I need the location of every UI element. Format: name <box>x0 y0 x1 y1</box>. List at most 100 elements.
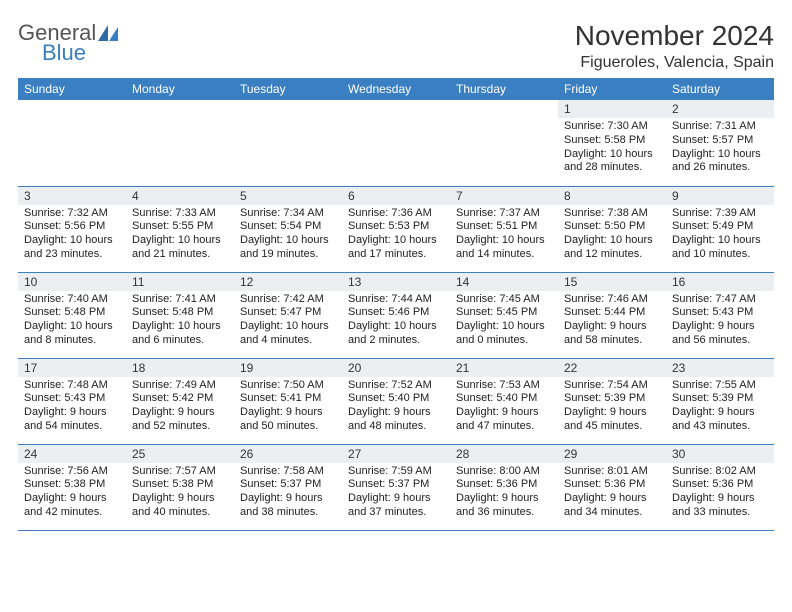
day-body: Sunrise: 7:36 AMSunset: 5:53 PMDaylight:… <box>342 205 450 266</box>
brand-word2: Blue <box>42 40 86 66</box>
day-cell: 28Sunrise: 8:00 AMSunset: 5:36 PMDayligh… <box>450 444 558 530</box>
sunrise-text: Sunrise: 7:50 AM <box>240 379 336 393</box>
day-number: 16 <box>666 273 774 291</box>
sunset-text: Sunset: 5:48 PM <box>132 306 228 320</box>
dayhdr-sun: Sunday <box>18 78 126 100</box>
sunrise-text: Sunrise: 7:54 AM <box>564 379 660 393</box>
day-number: 6 <box>342 187 450 205</box>
day-body: Sunrise: 7:40 AMSunset: 5:48 PMDaylight:… <box>18 291 126 352</box>
day-body: Sunrise: 7:42 AMSunset: 5:47 PMDaylight:… <box>234 291 342 352</box>
day-body: Sunrise: 7:52 AMSunset: 5:40 PMDaylight:… <box>342 377 450 438</box>
day-cell: 21Sunrise: 7:53 AMSunset: 5:40 PMDayligh… <box>450 358 558 444</box>
calendar-page: General Blue November 2024 Figueroles, V… <box>0 0 792 541</box>
dayhdr-tue: Tuesday <box>234 78 342 100</box>
sunrise-text: Sunrise: 7:47 AM <box>672 293 768 307</box>
dayhdr-wed: Wednesday <box>342 78 450 100</box>
sunrise-text: Sunrise: 7:37 AM <box>456 207 552 221</box>
daylight-text: Daylight: 9 hours and 58 minutes. <box>564 320 660 348</box>
day-body: Sunrise: 7:55 AMSunset: 5:39 PMDaylight:… <box>666 377 774 438</box>
day-number: 5 <box>234 187 342 205</box>
sunset-text: Sunset: 5:43 PM <box>672 306 768 320</box>
day-cell: 2Sunrise: 7:31 AMSunset: 5:57 PMDaylight… <box>666 100 774 186</box>
day-cell: 14Sunrise: 7:45 AMSunset: 5:45 PMDayligh… <box>450 272 558 358</box>
sunset-text: Sunset: 5:51 PM <box>456 220 552 234</box>
day-cell: 16Sunrise: 7:47 AMSunset: 5:43 PMDayligh… <box>666 272 774 358</box>
day-cell: 20Sunrise: 7:52 AMSunset: 5:40 PMDayligh… <box>342 358 450 444</box>
day-body: Sunrise: 7:49 AMSunset: 5:42 PMDaylight:… <box>126 377 234 438</box>
day-number: 29 <box>558 445 666 463</box>
day-body: Sunrise: 7:31 AMSunset: 5:57 PMDaylight:… <box>666 118 774 179</box>
sunrise-text: Sunrise: 8:01 AM <box>564 465 660 479</box>
day-number: 10 <box>18 273 126 291</box>
sunrise-text: Sunrise: 7:39 AM <box>672 207 768 221</box>
sunrise-text: Sunrise: 7:44 AM <box>348 293 444 307</box>
day-number: 27 <box>342 445 450 463</box>
dayhdr-thu: Thursday <box>450 78 558 100</box>
sunset-text: Sunset: 5:58 PM <box>564 134 660 148</box>
day-number: 20 <box>342 359 450 377</box>
day-header-row: Sunday Monday Tuesday Wednesday Thursday… <box>18 78 774 100</box>
day-body: Sunrise: 7:56 AMSunset: 5:38 PMDaylight:… <box>18 463 126 524</box>
day-number: 26 <box>234 445 342 463</box>
daylight-text: Daylight: 10 hours and 8 minutes. <box>24 320 120 348</box>
day-number: 21 <box>450 359 558 377</box>
daylight-text: Daylight: 9 hours and 45 minutes. <box>564 406 660 434</box>
day-number: 12 <box>234 273 342 291</box>
day-body: Sunrise: 7:41 AMSunset: 5:48 PMDaylight:… <box>126 291 234 352</box>
daylight-text: Daylight: 10 hours and 12 minutes. <box>564 234 660 262</box>
day-cell: 11Sunrise: 7:41 AMSunset: 5:48 PMDayligh… <box>126 272 234 358</box>
daylight-text: Daylight: 9 hours and 47 minutes. <box>456 406 552 434</box>
month-title: November 2024 <box>575 20 774 52</box>
day-cell: 17Sunrise: 7:48 AMSunset: 5:43 PMDayligh… <box>18 358 126 444</box>
day-cell: 5Sunrise: 7:34 AMSunset: 5:54 PMDaylight… <box>234 186 342 272</box>
day-body: Sunrise: 7:32 AMSunset: 5:56 PMDaylight:… <box>18 205 126 266</box>
day-number: 17 <box>18 359 126 377</box>
day-number: 23 <box>666 359 774 377</box>
sunrise-text: Sunrise: 7:32 AM <box>24 207 120 221</box>
day-cell: 4Sunrise: 7:33 AMSunset: 5:55 PMDaylight… <box>126 186 234 272</box>
daylight-text: Daylight: 10 hours and 19 minutes. <box>240 234 336 262</box>
day-body: Sunrise: 7:47 AMSunset: 5:43 PMDaylight:… <box>666 291 774 352</box>
day-number: 14 <box>450 273 558 291</box>
daylight-text: Daylight: 10 hours and 10 minutes. <box>672 234 768 262</box>
sunset-text: Sunset: 5:40 PM <box>456 392 552 406</box>
daylight-text: Daylight: 9 hours and 48 minutes. <box>348 406 444 434</box>
sunrise-text: Sunrise: 7:59 AM <box>348 465 444 479</box>
day-cell: 9Sunrise: 7:39 AMSunset: 5:49 PMDaylight… <box>666 186 774 272</box>
day-cell: 30Sunrise: 8:02 AMSunset: 5:36 PMDayligh… <box>666 444 774 530</box>
sunrise-text: Sunrise: 7:38 AM <box>564 207 660 221</box>
daylight-text: Daylight: 9 hours and 56 minutes. <box>672 320 768 348</box>
sunset-text: Sunset: 5:37 PM <box>348 478 444 492</box>
sunrise-text: Sunrise: 7:40 AM <box>24 293 120 307</box>
week-row: 17Sunrise: 7:48 AMSunset: 5:43 PMDayligh… <box>18 358 774 444</box>
daylight-text: Daylight: 10 hours and 26 minutes. <box>672 148 768 176</box>
week-row: 24Sunrise: 7:56 AMSunset: 5:38 PMDayligh… <box>18 444 774 530</box>
day-cell: 27Sunrise: 7:59 AMSunset: 5:37 PMDayligh… <box>342 444 450 530</box>
day-number: 22 <box>558 359 666 377</box>
sunset-text: Sunset: 5:36 PM <box>564 478 660 492</box>
week-row: 10Sunrise: 7:40 AMSunset: 5:48 PMDayligh… <box>18 272 774 358</box>
daylight-text: Daylight: 9 hours and 36 minutes. <box>456 492 552 520</box>
sunrise-text: Sunrise: 8:02 AM <box>672 465 768 479</box>
day-body: Sunrise: 7:39 AMSunset: 5:49 PMDaylight:… <box>666 205 774 266</box>
daylight-text: Daylight: 9 hours and 50 minutes. <box>240 406 336 434</box>
day-cell <box>126 100 234 186</box>
day-number: 7 <box>450 187 558 205</box>
sunset-text: Sunset: 5:47 PM <box>240 306 336 320</box>
day-body: Sunrise: 7:44 AMSunset: 5:46 PMDaylight:… <box>342 291 450 352</box>
sunset-text: Sunset: 5:44 PM <box>564 306 660 320</box>
day-number: 1 <box>558 100 666 118</box>
week-row: 3Sunrise: 7:32 AMSunset: 5:56 PMDaylight… <box>18 186 774 272</box>
sunrise-text: Sunrise: 7:41 AM <box>132 293 228 307</box>
day-cell: 3Sunrise: 7:32 AMSunset: 5:56 PMDaylight… <box>18 186 126 272</box>
day-body: Sunrise: 7:48 AMSunset: 5:43 PMDaylight:… <box>18 377 126 438</box>
day-body: Sunrise: 7:57 AMSunset: 5:38 PMDaylight:… <box>126 463 234 524</box>
topbar: General Blue November 2024 Figueroles, V… <box>18 20 774 72</box>
daylight-text: Daylight: 10 hours and 6 minutes. <box>132 320 228 348</box>
day-number: 4 <box>126 187 234 205</box>
daylight-text: Daylight: 9 hours and 38 minutes. <box>240 492 336 520</box>
day-cell: 7Sunrise: 7:37 AMSunset: 5:51 PMDaylight… <box>450 186 558 272</box>
sunset-text: Sunset: 5:37 PM <box>240 478 336 492</box>
location: Figueroles, Valencia, Spain <box>575 54 774 72</box>
day-body: Sunrise: 7:53 AMSunset: 5:40 PMDaylight:… <box>450 377 558 438</box>
